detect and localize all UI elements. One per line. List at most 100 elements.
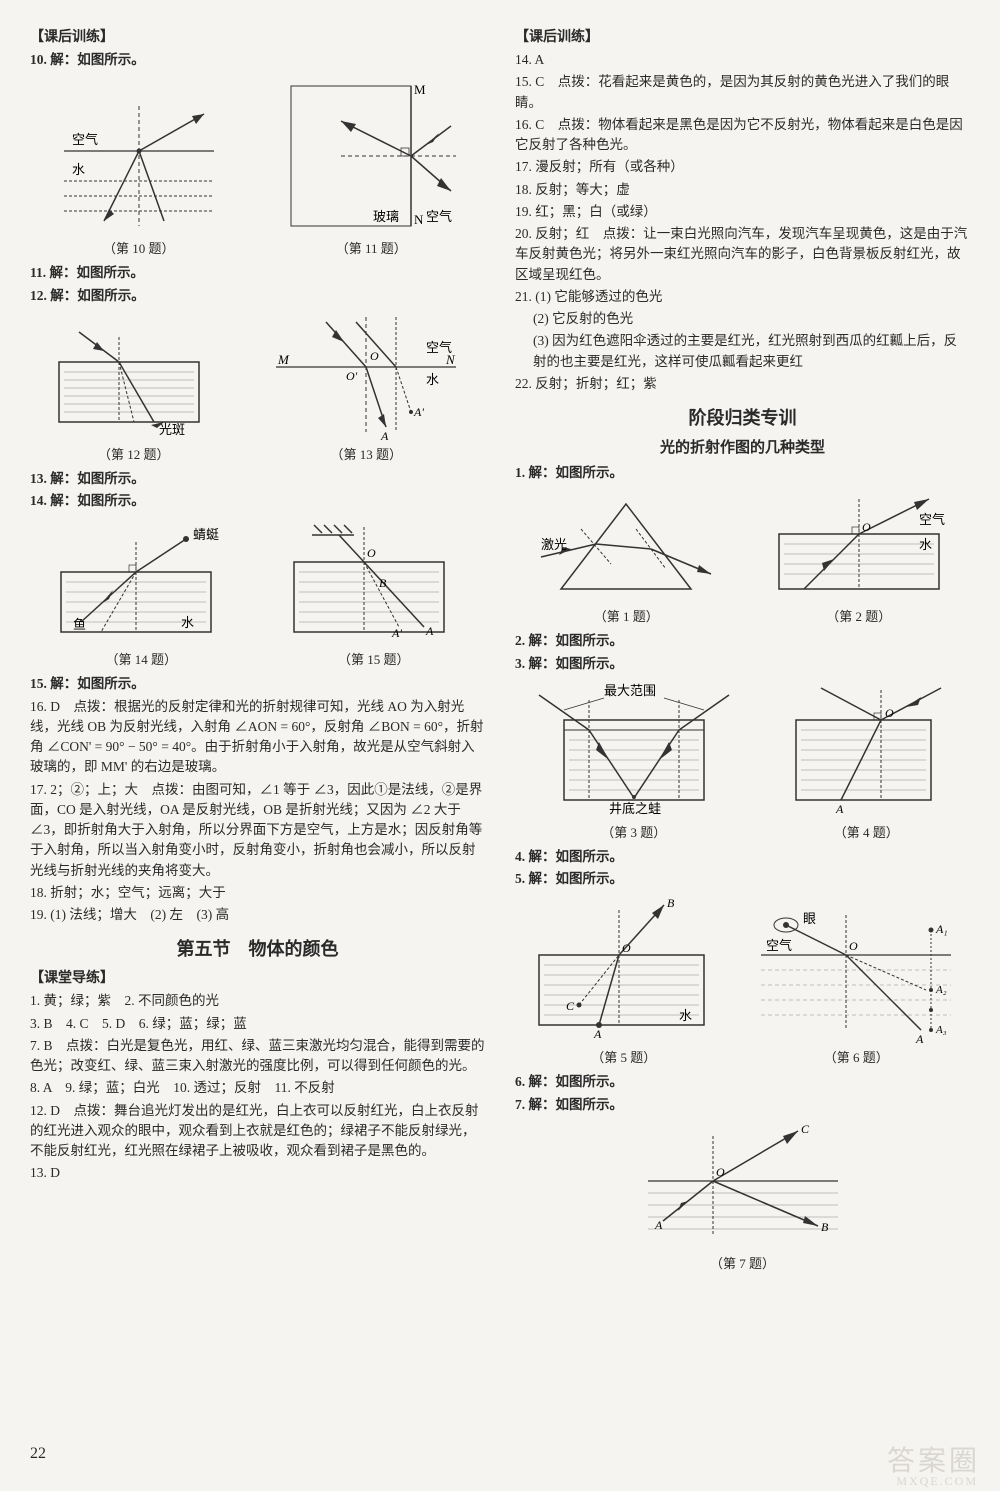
left-header-1: 【课后训练】 [30,26,485,46]
sfig2-svg: 空气 水 O [764,489,954,604]
sfig4-caption: （第 4 题） [781,822,951,841]
fig11-caption: （第 11 题） [281,238,461,257]
r17: 17. 漫反射；所有（或各种） [515,157,970,177]
sfig6-caption: （第 6 题） [751,1047,961,1066]
sfig7-caption: （第 7 题） [633,1253,853,1272]
fig12-spot: 光斑 [159,422,185,437]
fig-row-10-11: 空气 水 （第 10 题） M [30,76,485,257]
sfig3-frog: 井底之蛙 [609,801,661,816]
r21-2: (2) 它反射的色光 [515,309,970,329]
c1: 1. 黄；绿；紫 2. 不同颜色的光 [30,991,485,1011]
fig11-glass: 玻璃 [373,209,399,224]
left-header-2: 【课堂导练】 [30,967,485,987]
fig12-caption: （第 12 题） [49,444,219,463]
fig10-svg: 空气 水 [54,96,224,236]
sfig3: 最大范围 井底之蛙 （第 3 题） [534,680,734,841]
fig13-Op: O' [346,369,358,383]
sfig6-A2: A₂ [935,984,947,996]
sfig2: 空气 水 O （第 2 题） [764,489,954,625]
fig14-svg: 蜻蜓 鱼 水 [51,517,231,647]
s1: 1. 解：如图所示。 [515,463,970,483]
sfig5-O: O [622,941,631,955]
sfig2-water: 水 [919,537,932,552]
sfig4-svg: O A [781,680,951,820]
sfig7-C: C [801,1122,810,1136]
fig15-O: O [367,546,376,560]
q10-text: 10. 解：如图所示。 [30,50,485,70]
r20: 20. 反射；红 点拨：让一束白光照向汽车，发现汽车呈现黄色，这是由于汽车反射黄… [515,224,970,285]
fig13-O: O [370,349,379,363]
right-header-1: 【课后训练】 [515,26,970,46]
sfig4: O A （第 4 题） [781,680,951,841]
fig15-caption: （第 15 题） [284,649,464,668]
fig-row-s3-s4: 最大范围 井底之蛙 （第 3 题） [515,680,970,841]
q19-text: 19. (1) 法线；增大 (2) 左 (3) 高 [30,905,485,925]
sfig6-svg: 眼 空气 O A₁ A₂ A₃ A [751,895,961,1045]
stage-title: 阶段归类专训 [515,404,970,430]
fig15-B: B [379,576,387,590]
sfig6-A3: A₃ [935,1024,947,1036]
sfig5-B: B [667,896,675,910]
sfig7-A: A [654,1218,663,1232]
fig14-fish: 鱼 [73,617,86,632]
fig11-svg: M N 玻璃 空气 [281,76,461,236]
fig11-air: 空气 [426,209,452,224]
watermark: 答案圈 [887,1439,980,1479]
c8: 8. A 9. 绿；蓝；白光 10. 透过；反射 11. 不反射 [30,1078,485,1098]
r21-3: (3) 因为红色遮阳伞透过的主要是红光，红光照射到西瓜的红瓤上后，反射的也主要是… [515,331,970,372]
fig13-Ap: A' [413,405,424,419]
fig15-A: A [425,624,434,638]
sfig5-C: C [566,999,575,1013]
r22: 22. 反射；折射；红；紫 [515,374,970,394]
fig-row-14-15: 蜻蜓 鱼 水 （第 14 题） [30,517,485,668]
fig13: M N O O' A A' 空气 水 （第 13 题） [266,312,466,463]
r15: 15. C 点拨：花看起来是黄色的，是因为其反射的黄色光进入了我们的眼睛。 [515,72,970,113]
q17-text: 17. 2；②；上；大 点拨：由图可知，∠1 等于 ∠3，因此①是法线，②是界面… [30,780,485,881]
stage-sub: 光的折射作图的几种类型 [515,436,970,457]
fig12: 光斑 （第 12 题） [49,322,219,463]
q15-text: 15. 解：如图所示。 [30,674,485,694]
q14-text: 14. 解：如图所示。 [30,491,485,511]
s4: 4. 解：如图所示。 [515,847,970,867]
fig10-caption: （第 10 题） [54,238,224,257]
s2: 2. 解：如图所示。 [515,631,970,651]
s5: 5. 解：如图所示。 [515,869,970,889]
fig10-air: 空气 [72,132,98,147]
sfig5: O A B C 水 （第 5 题） [524,895,724,1066]
fig-row-s5-s6: O A B C 水 （第 5 题） 眼 [515,895,970,1066]
sfig6-A1: A₁ [935,922,948,936]
r16: 16. C 点拨：物体看起来是黑色是因为它不反射光，物体看起来是白色是因它反射了… [515,115,970,156]
page-columns: 【课后训练】 10. 解：如图所示。 空气 水 [30,20,970,1278]
sfig6-air: 空气 [766,938,792,953]
s6: 6. 解：如图所示。 [515,1072,970,1092]
page-number: 22 [30,1445,46,1463]
sfig1-caption: （第 1 题） [531,606,721,625]
fig14-caption: （第 14 题） [51,649,231,668]
sfig2-O: O [862,520,871,534]
sfig7-svg: O A B C [633,1121,853,1251]
sfig6-O: O [849,939,858,953]
fig13-water: 水 [426,372,439,387]
sfig6: 眼 空气 O A₁ A₂ A₃ A （第 6 题 [751,895,961,1066]
sfig4-A: A [835,802,844,816]
r21-1: 21. (1) 它能够透过的色光 [515,287,970,307]
fig-row-12-13: 光斑 （第 12 题） M [30,312,485,463]
sfig5-svg: O A B C 水 [524,895,724,1045]
c13: 13. D [30,1163,485,1183]
sfig5-caption: （第 5 题） [524,1047,724,1066]
fig11: M N 玻璃 空气 （第 11 题） [281,76,461,257]
right-column: 【课后训练】 14. A 15. C 点拨：花看起来是黄色的，是因为其反射的黄色… [515,20,970,1278]
fig14: 蜻蜓 鱼 水 （第 14 题） [51,517,231,668]
fig-row-s7: O A B C （第 7 题） [515,1121,970,1272]
q16-text: 16. D 点拨：根据光的反射定律和光的折射规律可知，光线 AO 为入射光线，光… [30,697,485,778]
section5-title: 第五节 物体的颜色 [30,935,485,961]
sfig1: 激光 （第 1 题） [531,489,721,625]
fig13-caption: （第 13 题） [266,444,466,463]
fig15-Ap: A' [391,626,402,640]
q13-text: 13. 解：如图所示。 [30,469,485,489]
sfig5-water: 水 [679,1008,692,1023]
sfig3-caption: （第 3 题） [534,822,734,841]
left-column: 【课后训练】 10. 解：如图所示。 空气 水 [30,20,485,1278]
fig14-water: 水 [181,615,194,630]
sfig7: O A B C （第 7 题） [633,1121,853,1272]
